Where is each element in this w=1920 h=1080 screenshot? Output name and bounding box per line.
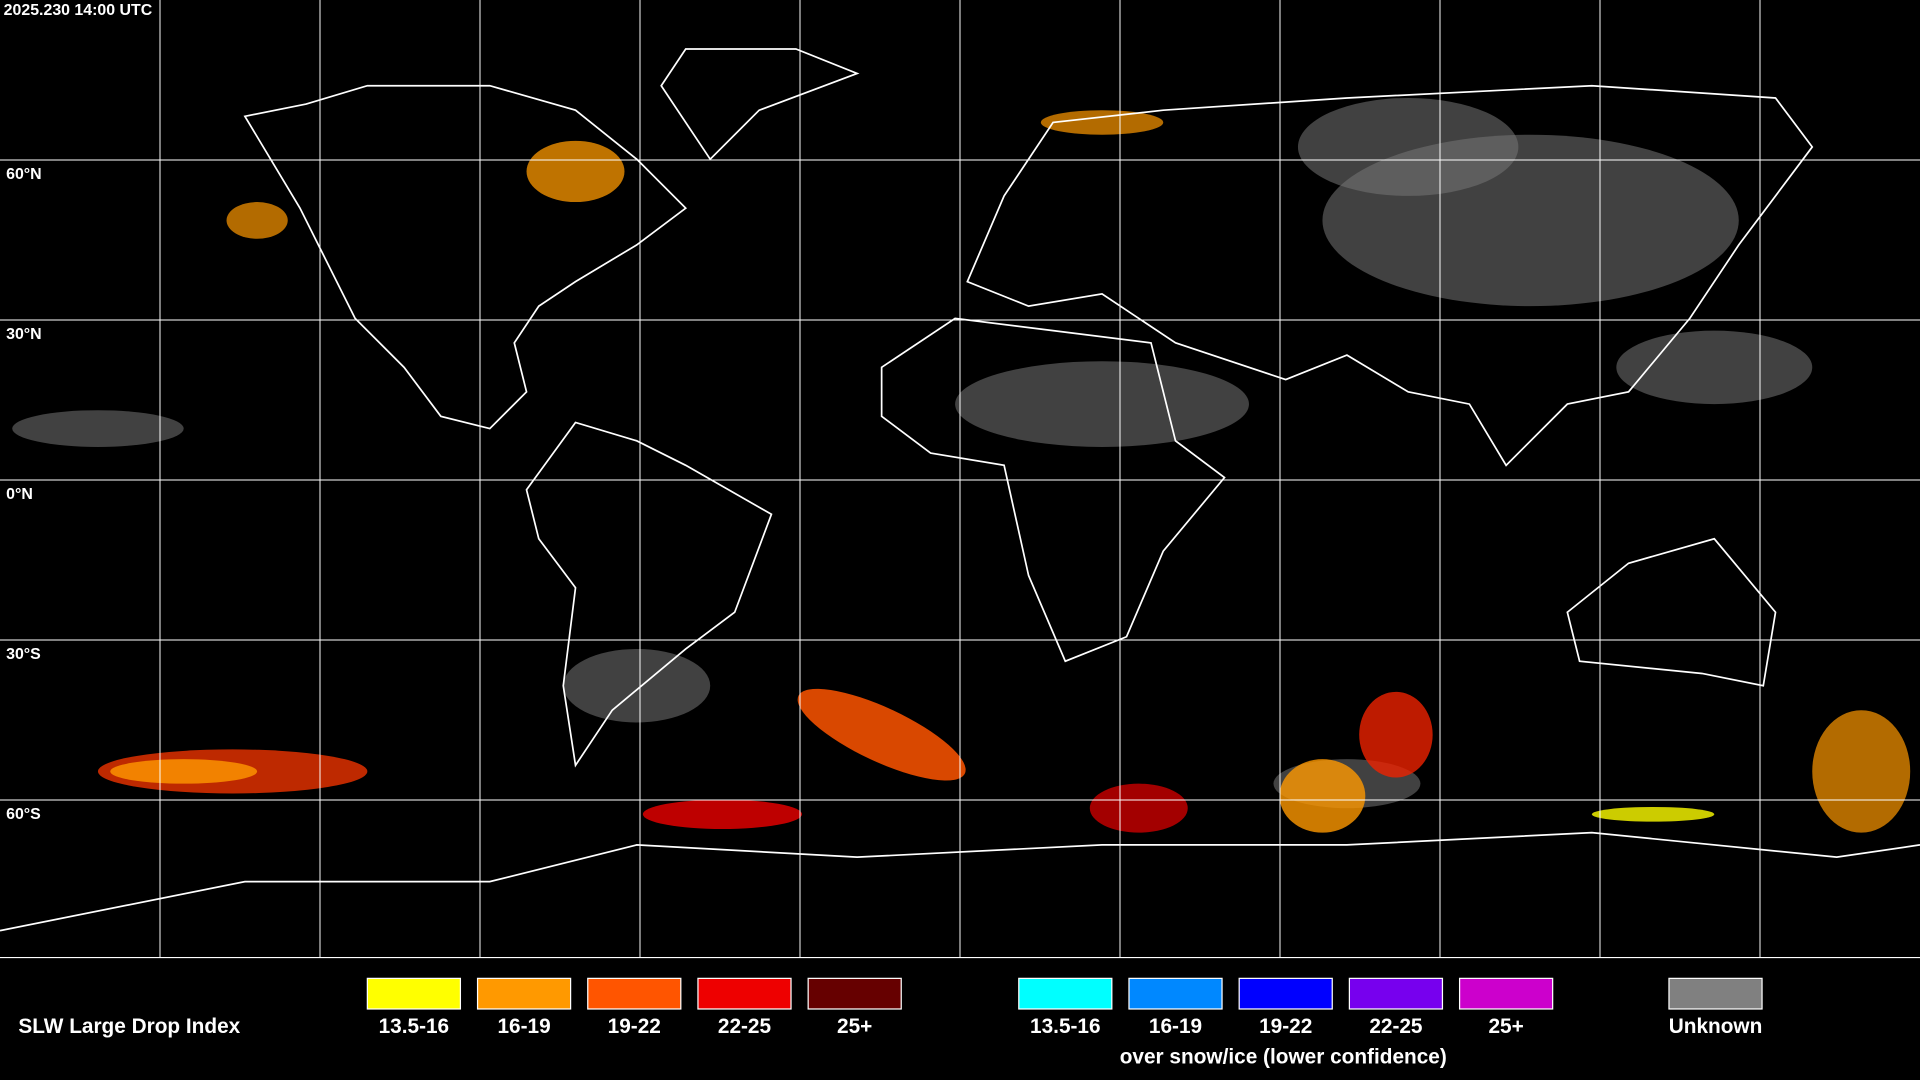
snow-ice-note: over snow/ice (lower confidence)	[1120, 1045, 1447, 1068]
legend-label: 25+	[837, 1015, 872, 1038]
legend-label: Unknown	[1669, 1015, 1763, 1038]
legend-title: SLW Large Drop Index	[18, 1015, 240, 1038]
coastlines	[0, 48, 1920, 932]
latitude-label: 30°S	[6, 646, 41, 663]
legend-label: 22-25	[718, 1015, 771, 1038]
timestamp: 2025.230 14:00 UTC	[4, 2, 153, 19]
graticule	[0, 0, 1920, 958]
legend-swatch	[476, 977, 572, 1010]
legend-swatch	[1348, 977, 1444, 1010]
legend-swatch	[1128, 977, 1223, 1010]
latitude-label: 60°S	[6, 806, 41, 823]
legend-swatch	[1458, 977, 1554, 1010]
legend-swatch	[807, 977, 902, 1010]
legend-swatch	[366, 977, 462, 1010]
legend-label: 25+	[1488, 1015, 1523, 1038]
latitude-label: 0°N	[6, 486, 33, 503]
legend-label: 16-19	[497, 1015, 550, 1038]
legend-label: 13.5-16	[1030, 1015, 1101, 1038]
legend-label: 16-19	[1149, 1015, 1202, 1038]
legend-swatch	[1018, 977, 1113, 1010]
legend-swatch	[697, 977, 792, 1010]
legend-label: 19-22	[1259, 1015, 1312, 1038]
legend-swatch	[587, 977, 682, 1010]
legend-label: 22-25	[1369, 1015, 1422, 1038]
legend-swatch	[1238, 977, 1333, 1010]
latitude-label: 60°N	[6, 166, 42, 183]
legend-label: 13.5-16	[379, 1015, 450, 1038]
legend-swatch	[1668, 977, 1763, 1010]
latitude-label: 30°N	[6, 326, 42, 343]
legend-label: 19-22	[608, 1015, 661, 1038]
